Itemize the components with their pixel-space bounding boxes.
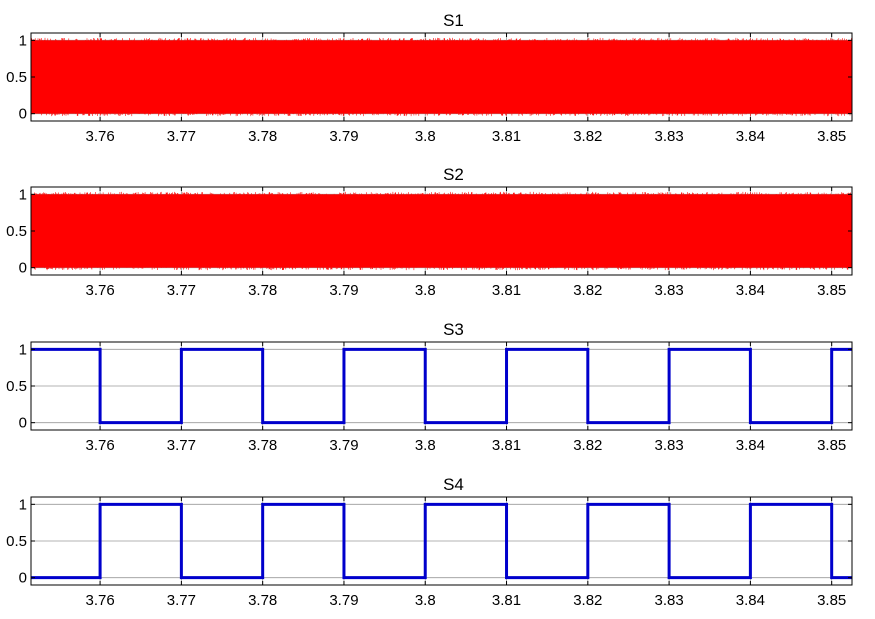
y-tick-label: 1 (19, 341, 27, 358)
y-tick-label: 0 (19, 106, 27, 123)
subplot-s2: 0 0.5 1 3.76 3.77 3.78 3.79 3.8 3.81 3.82 3.83 3.84… (6, 165, 853, 299)
series-band (31, 194, 852, 268)
subplot-title: S4 (443, 475, 464, 494)
x-tick-label: 3.8 (415, 592, 436, 609)
x-tick-label: 3.84 (736, 437, 765, 454)
x-tick-label: 3.84 (736, 592, 765, 609)
x-tick-label: 3.76 (85, 128, 114, 145)
y-tick-label: 0.5 (6, 69, 27, 86)
x-tick-label: 3.83 (655, 592, 684, 609)
subplot-title: S1 (443, 11, 464, 30)
x-tick-label: 3.81 (492, 437, 521, 454)
x-tick-label: 3.78 (248, 592, 277, 609)
y-tick-label: 1 (19, 496, 27, 513)
x-tick-label: 3.81 (492, 282, 521, 299)
x-tick-label: 3.82 (573, 592, 602, 609)
x-tick-label: 3.81 (492, 592, 521, 609)
x-tick-label: 3.76 (85, 592, 114, 609)
series-line (31, 502, 852, 580)
subplot-s3: 0 0.5 1 3.76 3.77 3.78 3.79 3.8 3.81 3.82 3.83 3.84… (6, 320, 853, 454)
x-tick-label: 3.76 (85, 437, 114, 454)
series-line (31, 347, 852, 425)
x-tick-label: 3.8 (415, 437, 436, 454)
x-tick-label: 3.79 (329, 282, 358, 299)
subplot-s4: 0 0.5 1 3.76 3.77 3.78 3.79 3.8 3.81 3.82 3.83 3.84… (6, 475, 853, 609)
x-tick-label: 3.8 (415, 128, 436, 145)
x-tick-label: 3.85 (817, 128, 846, 145)
series-band (31, 40, 852, 114)
subplot-title: S2 (443, 165, 464, 184)
y-tick-label: 0 (19, 570, 27, 587)
y-tick-label: 1 (19, 186, 27, 203)
x-tick-label: 3.79 (329, 128, 358, 145)
y-tick-label: 0.5 (6, 223, 27, 240)
y-tick-label: 0 (19, 260, 27, 277)
x-tick-label: 3.77 (167, 437, 196, 454)
x-tick-label: 3.82 (573, 128, 602, 145)
x-tick-label: 3.83 (655, 128, 684, 145)
x-tick-label: 3.79 (329, 437, 358, 454)
x-tick-label: 3.84 (736, 282, 765, 299)
series-edge (30, 37, 852, 117)
x-tick-label: 3.78 (248, 128, 277, 145)
y-tick-label: 1 (19, 32, 27, 49)
x-tick-label: 3.76 (85, 282, 114, 299)
y-tick-label: 0 (19, 415, 27, 432)
x-tick-label: 3.78 (248, 282, 277, 299)
x-tick-label: 3.82 (573, 437, 602, 454)
x-tick-label: 3.85 (817, 282, 846, 299)
x-tick-label: 3.84 (736, 128, 765, 145)
subplot-s1: 0 0.5 1 3.76 3.77 3.78 3.79 3.8 3.81 3.82 3.83 3.84… (6, 11, 853, 145)
x-tick-label: 3.78 (248, 437, 277, 454)
x-tick-label: 3.85 (817, 437, 846, 454)
x-tick-label: 3.77 (167, 282, 196, 299)
x-tick-label: 3.8 (415, 282, 436, 299)
x-tick-label: 3.81 (492, 128, 521, 145)
x-tick-label: 3.85 (817, 592, 846, 609)
subplot-title: S3 (443, 320, 464, 339)
x-tick-label: 3.83 (655, 437, 684, 454)
x-tick-label: 3.82 (573, 282, 602, 299)
y-tick-label: 0.5 (6, 533, 27, 550)
y-tick-label: 0.5 (6, 378, 27, 395)
x-tick-label: 3.79 (329, 592, 358, 609)
x-tick-label: 3.83 (655, 282, 684, 299)
x-tick-label: 3.77 (167, 592, 196, 609)
x-tick-label: 3.77 (167, 128, 196, 145)
